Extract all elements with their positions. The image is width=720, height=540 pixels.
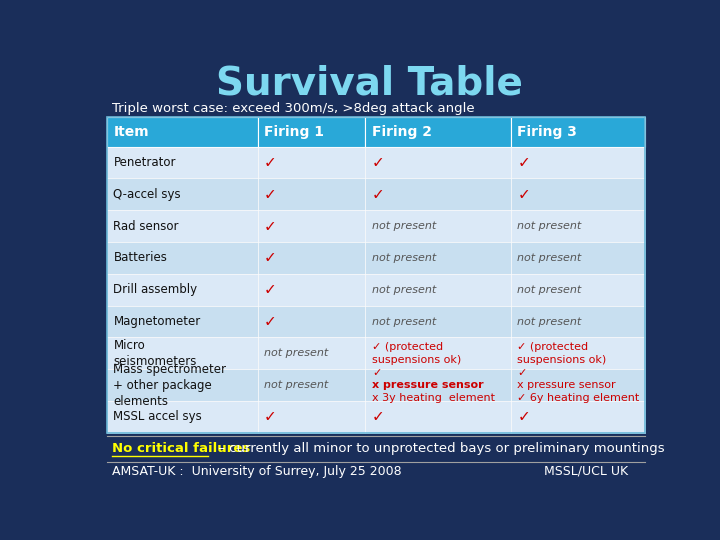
Bar xyxy=(107,210,258,242)
Text: Firing 2: Firing 2 xyxy=(372,125,432,139)
Text: – currently all minor to unprotected bays or preliminary mountings: – currently all minor to unprotected bay… xyxy=(215,442,665,455)
Text: ✓: ✓ xyxy=(264,314,277,329)
Bar xyxy=(365,338,510,369)
Text: ✓: ✓ xyxy=(372,368,382,377)
Text: not present: not present xyxy=(372,221,436,231)
Text: ✓ (protected: ✓ (protected xyxy=(372,342,443,352)
Bar xyxy=(510,117,645,147)
Bar xyxy=(365,306,510,338)
Text: ✓: ✓ xyxy=(517,187,530,202)
Text: not present: not present xyxy=(517,253,582,263)
Bar xyxy=(510,401,645,433)
Text: Mass spectrometer
+ other package
elements: Mass spectrometer + other package elemen… xyxy=(114,362,226,408)
Bar xyxy=(107,401,258,433)
Bar xyxy=(365,401,510,433)
Text: Firing 3: Firing 3 xyxy=(517,125,577,139)
Text: ✓: ✓ xyxy=(517,155,530,170)
Bar xyxy=(258,369,365,401)
Bar xyxy=(107,117,258,147)
Text: x pressure sensor: x pressure sensor xyxy=(517,380,616,390)
Bar xyxy=(365,117,510,147)
Text: not present: not present xyxy=(372,285,436,295)
Text: not present: not present xyxy=(372,253,436,263)
Text: ✓ (protected: ✓ (protected xyxy=(517,342,588,352)
Bar xyxy=(510,306,645,338)
Bar xyxy=(510,179,645,210)
Bar xyxy=(365,179,510,210)
Bar xyxy=(258,274,365,306)
Text: ✓: ✓ xyxy=(264,282,277,297)
Bar xyxy=(510,369,645,401)
Bar xyxy=(258,147,365,179)
Text: not present: not present xyxy=(517,316,582,327)
Text: not present: not present xyxy=(517,285,582,295)
Bar xyxy=(258,306,365,338)
Text: suspensions ok): suspensions ok) xyxy=(372,355,461,365)
Bar xyxy=(258,338,365,369)
Bar xyxy=(258,242,365,274)
Bar xyxy=(107,274,258,306)
Bar xyxy=(258,401,365,433)
Bar xyxy=(510,242,645,274)
Text: Micro
seismometers: Micro seismometers xyxy=(114,339,197,368)
Text: Firing 1: Firing 1 xyxy=(264,125,324,139)
Text: not present: not present xyxy=(517,221,582,231)
Text: suspensions ok): suspensions ok) xyxy=(517,355,606,365)
Bar xyxy=(510,210,645,242)
Text: MSSL/UCL UK: MSSL/UCL UK xyxy=(544,465,629,478)
Text: ✓: ✓ xyxy=(264,155,277,170)
Text: MSSL accel sys: MSSL accel sys xyxy=(114,410,202,423)
Text: ✓: ✓ xyxy=(372,409,384,424)
Text: Rad sensor: Rad sensor xyxy=(114,220,179,233)
Text: not present: not present xyxy=(372,316,436,327)
Text: ✓ 6y heating element: ✓ 6y heating element xyxy=(517,393,639,403)
Bar xyxy=(107,242,258,274)
Text: No critical failures: No critical failures xyxy=(112,442,251,455)
Bar xyxy=(365,210,510,242)
Text: Drill assembly: Drill assembly xyxy=(114,284,197,296)
Text: Magnetometer: Magnetometer xyxy=(114,315,201,328)
Text: not present: not present xyxy=(264,380,328,390)
Text: x pressure sensor: x pressure sensor xyxy=(372,380,484,390)
Bar xyxy=(510,338,645,369)
Bar xyxy=(365,147,510,179)
Text: ✓: ✓ xyxy=(372,155,384,170)
Bar xyxy=(107,117,645,433)
Text: Batteries: Batteries xyxy=(114,252,167,265)
Text: ✓: ✓ xyxy=(264,187,277,202)
Bar xyxy=(258,210,365,242)
Bar xyxy=(258,117,365,147)
Bar xyxy=(365,242,510,274)
Text: ✓: ✓ xyxy=(372,187,384,202)
Text: Q-accel sys: Q-accel sys xyxy=(114,188,181,201)
Bar xyxy=(258,179,365,210)
Bar xyxy=(510,147,645,179)
Bar xyxy=(107,179,258,210)
Text: not present: not present xyxy=(264,348,328,359)
Bar xyxy=(510,274,645,306)
Bar xyxy=(107,369,258,401)
Text: Item: Item xyxy=(114,125,149,139)
Text: Penetrator: Penetrator xyxy=(114,156,176,169)
Text: ✓: ✓ xyxy=(264,219,277,234)
Text: ✓: ✓ xyxy=(264,409,277,424)
Bar xyxy=(365,369,510,401)
Text: ✓: ✓ xyxy=(264,251,277,266)
Bar xyxy=(107,147,258,179)
Text: Triple worst case: exceed 300m/s, >8deg attack angle: Triple worst case: exceed 300m/s, >8deg … xyxy=(112,102,475,115)
Bar xyxy=(365,274,510,306)
Text: Survival Table: Survival Table xyxy=(215,64,523,103)
Text: AMSAT-UK :  University of Surrey, July 25 2008: AMSAT-UK : University of Surrey, July 25… xyxy=(112,465,402,478)
Text: x 3y heating  element: x 3y heating element xyxy=(372,393,495,403)
Text: ✓: ✓ xyxy=(517,368,526,377)
Text: ✓: ✓ xyxy=(517,409,530,424)
Bar xyxy=(107,338,258,369)
Bar xyxy=(107,306,258,338)
